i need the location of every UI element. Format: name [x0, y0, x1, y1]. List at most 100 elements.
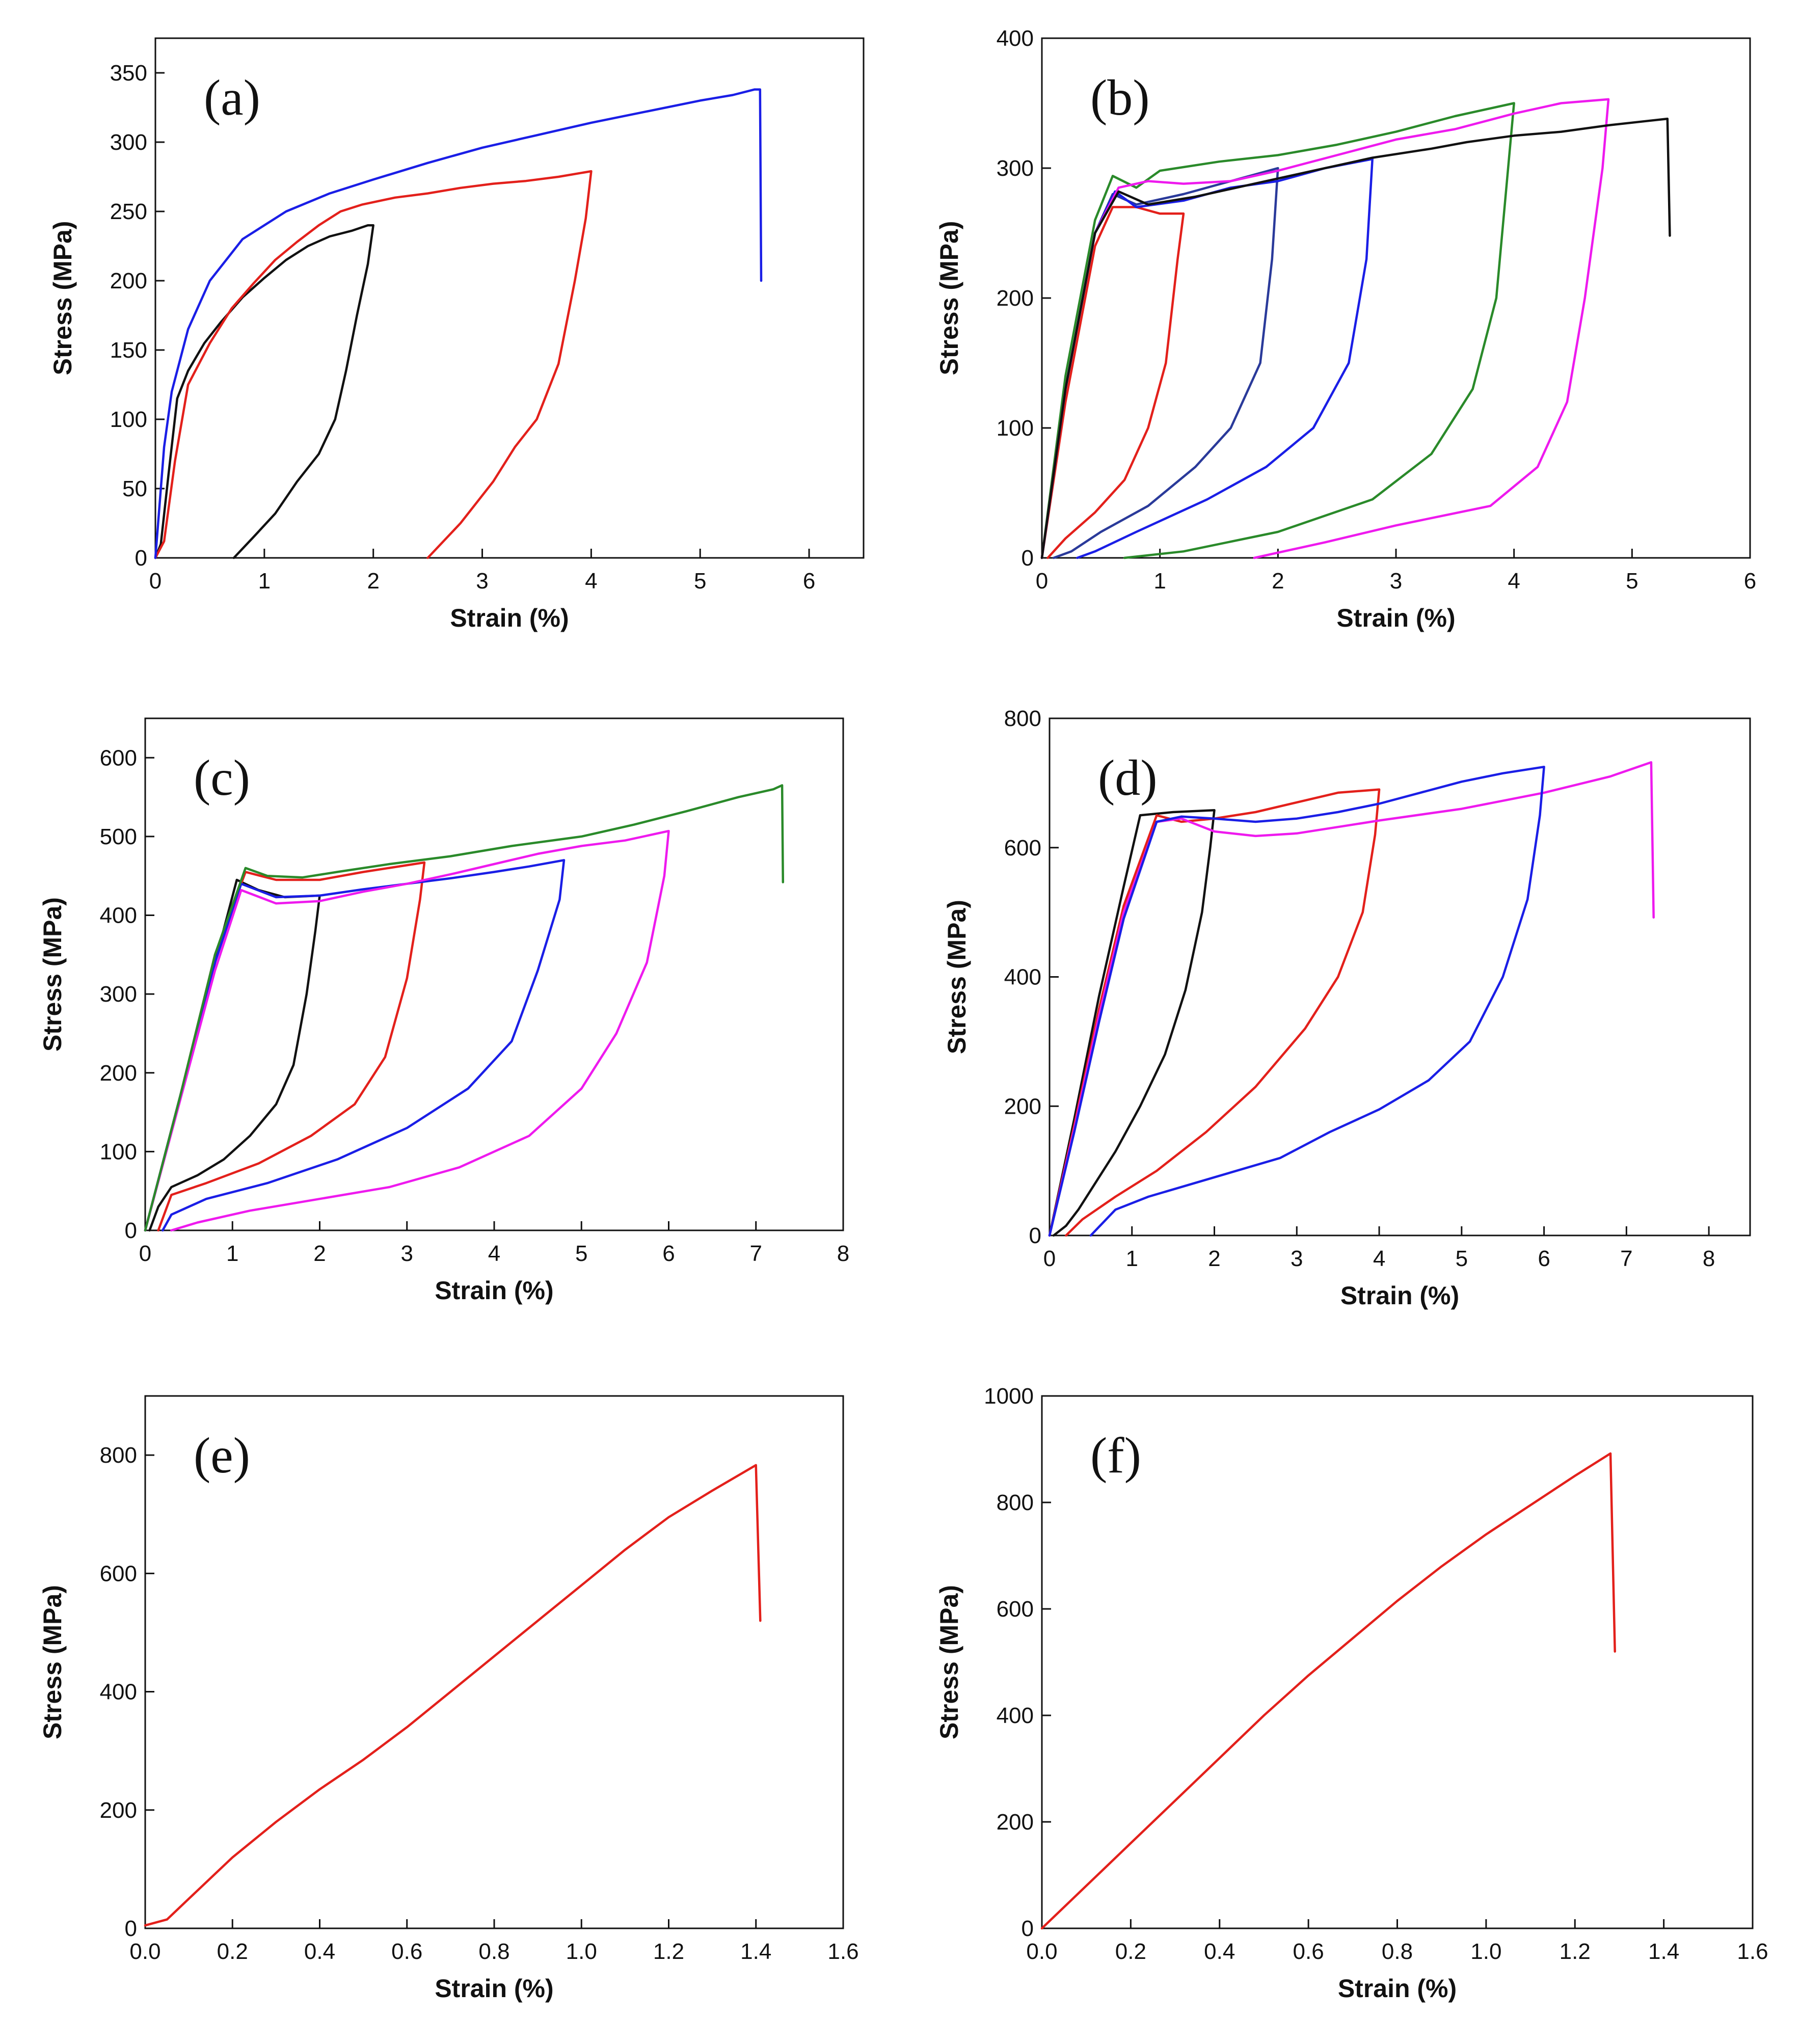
y-tick-label: 500	[100, 824, 137, 849]
chart-c: 0 1 2 3 4 5 6 7 8 0 100 200 300 400 500 600 Strain (%) St…	[38, 717, 849, 1305]
x-axis-title: Strain (%)	[1338, 1974, 1457, 2003]
y-axis-title: Stress (MPa)	[943, 900, 971, 1054]
series-red-curve	[154, 170, 593, 559]
x-tick-label: 4	[1508, 569, 1520, 594]
x-axis-title: Strain (%)	[1340, 1281, 1459, 1310]
y-tick-label: 350	[110, 61, 147, 86]
y-axis-title: Stress (MPa)	[38, 1585, 67, 1739]
chart-f: 0.0 0.2 0.4 0.6 0.8 1.0 1.2 1.4 1.6 0 200 400 600 800…	[935, 1384, 1768, 2003]
series-black-curve	[144, 878, 321, 1232]
series-red-curve	[144, 861, 426, 1232]
x-tick-label: 2	[367, 569, 379, 594]
series-blue-curve	[154, 88, 763, 559]
y-axis-title: Stress (MPa)	[48, 221, 77, 375]
series-green-curve	[144, 784, 785, 1232]
y-tick-label: 600	[100, 745, 137, 770]
panel-label-d: (d)	[1098, 749, 1158, 806]
x-tick-label: 8	[1703, 1246, 1715, 1271]
y-tick-label: 200	[110, 268, 147, 293]
y-tick-label: 200	[100, 1061, 137, 1086]
x-tick-label: 5	[1456, 1246, 1468, 1271]
x-tick-label: 1.4	[1648, 1939, 1679, 1964]
x-tick-label: 0.4	[1204, 1939, 1235, 1964]
panel-label-f: (f)	[1090, 1427, 1141, 1484]
x-tick-label: 3	[1390, 569, 1402, 594]
y-axis-title: Stress (MPa)	[38, 897, 67, 1052]
x-tick-label: 1	[1126, 1246, 1138, 1271]
panel-label-b: (b)	[1090, 69, 1150, 126]
y-tick-label: 150	[110, 338, 147, 363]
x-tick-label: 8	[837, 1241, 849, 1266]
series-red-curve	[1048, 788, 1381, 1237]
x-tick-label: 4	[488, 1241, 500, 1266]
y-tick-label: 200	[100, 1798, 137, 1823]
y-tick-label: 600	[1004, 836, 1041, 860]
x-tick-label: 0	[1036, 569, 1048, 594]
x-axis-title: Strain (%)	[435, 1276, 553, 1305]
series-blue-curve	[144, 859, 566, 1232]
y-tick-label: 300	[100, 982, 137, 1007]
x-tick-label: 1.2	[653, 1939, 684, 1964]
y-tick-label: 200	[1004, 1094, 1041, 1119]
series-magenta-curve	[144, 829, 670, 1232]
y-axis-title: Stress (MPa)	[935, 221, 963, 375]
y-tick-label: 200	[997, 1810, 1034, 1835]
x-tick-label: 4	[1373, 1246, 1385, 1271]
plot-frame	[154, 37, 865, 559]
y-tick-label: 1000	[984, 1384, 1034, 1409]
x-tick-label: 0.2	[1115, 1939, 1146, 1964]
x-tick-label: 2	[1208, 1246, 1220, 1271]
x-tick-label: 0.8	[478, 1939, 509, 1964]
y-tick-label: 400	[1004, 965, 1041, 990]
y-tick-label: 800	[997, 1490, 1034, 1515]
y-tick-label: 800	[1004, 706, 1041, 731]
x-axis-title: Strain (%)	[1336, 604, 1455, 632]
y-tick-label: 600	[100, 1561, 137, 1586]
series-black-curve	[1048, 809, 1216, 1237]
panel-label-c: (c)	[194, 749, 250, 806]
y-axis-title: Stress (MPa)	[935, 1585, 963, 1739]
x-tick-label: 2	[313, 1241, 326, 1266]
series-red-curve	[144, 1464, 762, 1927]
x-tick-label: 7	[750, 1241, 762, 1266]
x-tick-label: 1.0	[566, 1939, 597, 1964]
x-tick-label: 0.8	[1382, 1939, 1413, 1964]
series-blue-curve	[1040, 157, 1374, 559]
x-tick-label: 0.0	[129, 1939, 160, 1964]
x-tick-label: 3	[401, 1241, 413, 1266]
x-tick-label: 2	[1272, 569, 1284, 594]
y-tick-label: 200	[997, 286, 1034, 311]
y-tick-label: 0	[1022, 1916, 1034, 1941]
series-black-curve	[154, 224, 374, 559]
y-tick-label: 0	[125, 1916, 137, 1941]
x-tick-label: 1	[226, 1241, 238, 1266]
x-tick-label: 0	[1043, 1246, 1056, 1271]
y-tick-label: 0	[1022, 546, 1034, 571]
y-tick-label: 100	[110, 407, 147, 432]
x-tick-label: 3	[1291, 1246, 1303, 1271]
series-blue-curve	[1048, 765, 1545, 1237]
y-tick-label: 400	[100, 1680, 137, 1705]
series-red-curve	[1040, 206, 1185, 559]
chart-a: 0 1 2 3 4 5 6 0 50 100 150 200 250 300 350 Strain (%) St…	[48, 37, 865, 632]
series-black-curve	[1040, 117, 1671, 559]
x-tick-label: 6	[1744, 569, 1756, 594]
x-tick-label: 0	[139, 1241, 151, 1266]
x-tick-label: 6	[803, 569, 815, 594]
x-tick-label: 6	[1538, 1246, 1550, 1271]
x-tick-label: 6	[662, 1241, 675, 1266]
y-tick-label: 800	[100, 1443, 137, 1468]
plot-frame	[1041, 1395, 1754, 1929]
series-magenta-curve	[1040, 98, 1610, 559]
x-tick-label: 5	[1626, 569, 1638, 594]
y-tick-label: 100	[100, 1139, 137, 1164]
y-tick-label: 50	[122, 476, 147, 501]
panel-label-e: (e)	[194, 1427, 250, 1484]
x-tick-label: 0.2	[217, 1939, 248, 1964]
x-tick-label: 0.4	[304, 1939, 335, 1964]
y-tick-label: 300	[110, 130, 147, 155]
x-tick-label: 0.6	[1293, 1939, 1324, 1964]
x-tick-label: 1	[258, 569, 271, 594]
x-axis-title: Strain (%)	[450, 604, 569, 632]
